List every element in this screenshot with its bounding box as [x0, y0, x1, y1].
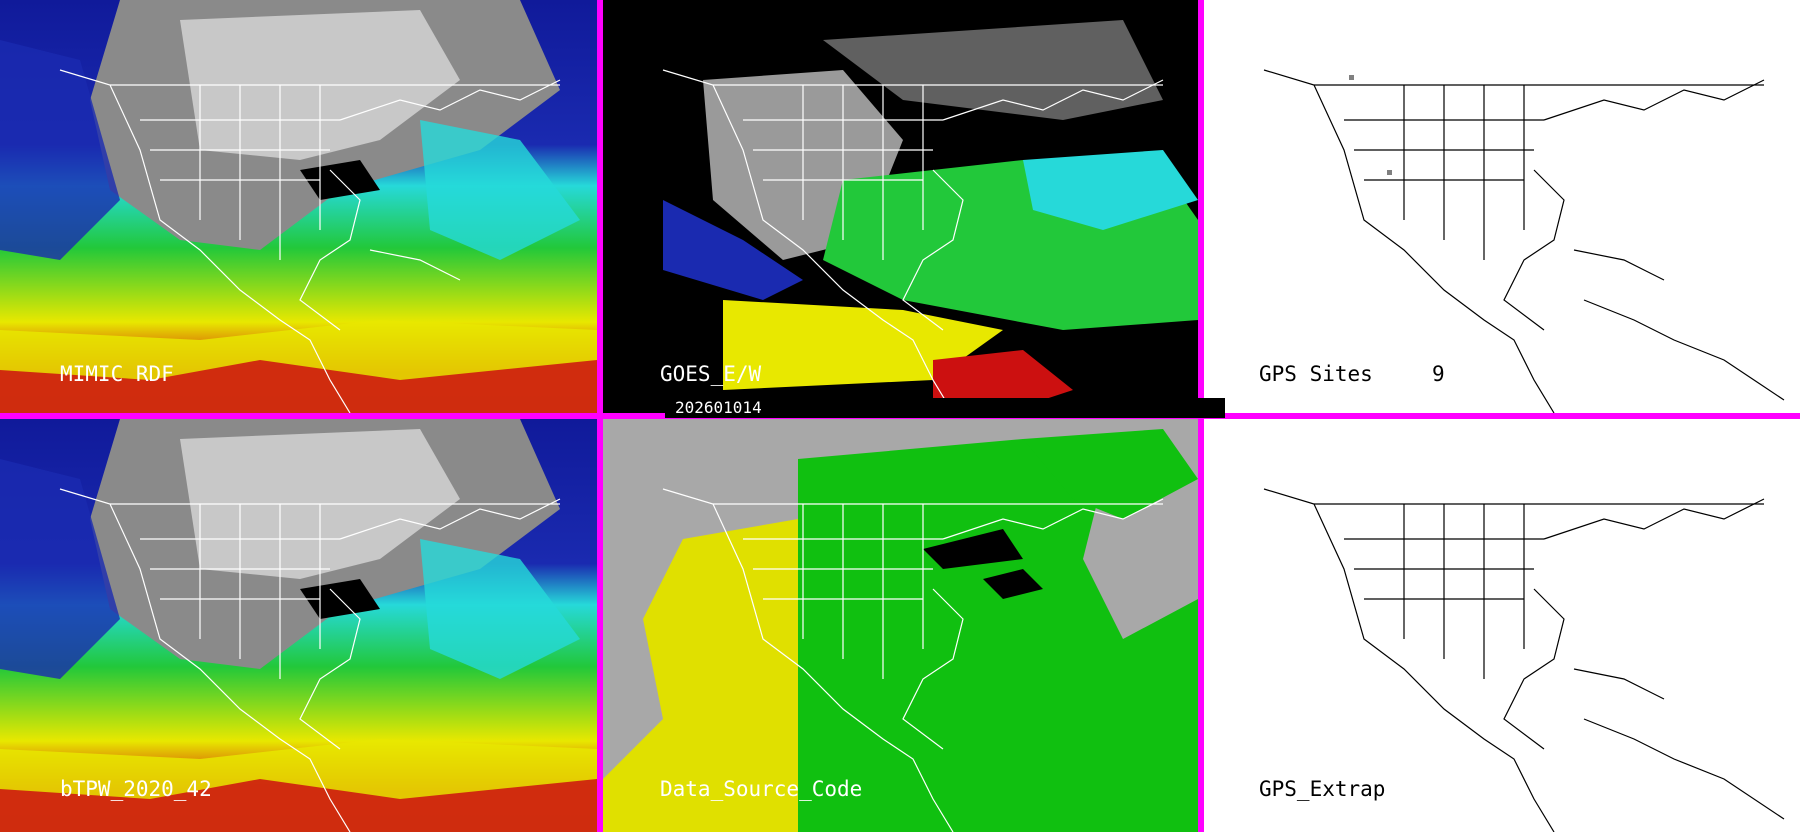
panel-label: Data_Source_Code — [660, 777, 863, 801]
panel-btpw: bTPW_2020_42 — [0, 419, 597, 832]
tpw-map — [0, 419, 597, 832]
panel-gps-extrap: GPS_Extrap — [1204, 419, 1800, 832]
dsc-map — [603, 419, 1198, 832]
panel-label: GPS Sites — [1259, 362, 1373, 386]
gps-site-count: 9 — [1432, 362, 1445, 386]
panel-gps-sites: GPS Sites 9 — [1204, 0, 1800, 413]
panel-label: MIMIC RDF — [60, 362, 174, 386]
tpw-map — [0, 0, 597, 413]
panel-data-source-code: Data_Source_Code — [603, 419, 1198, 832]
gps-extrap-map — [1204, 419, 1800, 832]
panel-mimic-rdf: MIMIC RDF — [0, 0, 597, 413]
gps-sites-map — [1204, 0, 1800, 413]
panel-label: GOES_E/W — [660, 362, 762, 386]
panel-label: bTPW_2020_42 — [60, 777, 212, 801]
panel-label: GPS_Extrap — [1259, 777, 1386, 801]
goes-map — [603, 0, 1198, 413]
date-bar: 202601014 — [665, 398, 1225, 418]
panel-goes: GOES_E/W — [603, 0, 1198, 413]
